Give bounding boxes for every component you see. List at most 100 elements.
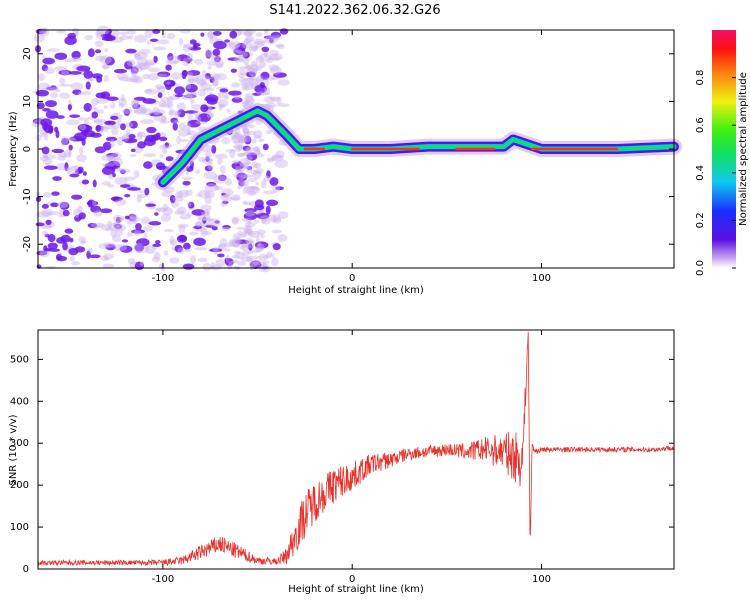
noise-blob <box>62 209 70 217</box>
noise-blob <box>269 253 275 259</box>
noise-blob <box>250 81 256 89</box>
noise-blob <box>193 225 202 230</box>
noise-blob <box>202 217 215 222</box>
noise-blob <box>129 120 138 129</box>
noise-blob <box>166 32 176 40</box>
noise-blob <box>76 65 91 72</box>
noise-blob <box>51 191 60 196</box>
noise-blob <box>242 151 251 156</box>
noise-blob <box>258 53 272 62</box>
noise-blob <box>193 58 204 65</box>
noise-blob <box>250 64 259 73</box>
noise-blob <box>101 154 114 161</box>
noise-blob <box>153 115 167 122</box>
noise-blob <box>42 159 53 165</box>
noise-blob <box>142 153 157 158</box>
noise-blob <box>56 30 67 34</box>
noise-blob <box>214 185 219 189</box>
noise-blob <box>237 30 245 35</box>
noise-blob <box>197 88 206 97</box>
noise-blob <box>45 219 52 225</box>
noise-blob <box>120 123 126 131</box>
noise-blob <box>79 124 93 132</box>
noise-blob <box>77 166 84 174</box>
noise-blob <box>242 57 250 65</box>
noise-blob <box>254 149 260 156</box>
snr-ylabel: SNR (10 * v/v) <box>8 414 19 485</box>
noise-blob <box>146 40 152 45</box>
noise-blob <box>94 146 107 154</box>
noise-blob <box>214 58 225 68</box>
noise-blob <box>107 184 115 188</box>
noise-blob <box>252 130 263 139</box>
noise-blob <box>51 148 64 154</box>
noise-blob <box>223 193 229 198</box>
noise-blob <box>246 152 258 161</box>
noise-blob <box>114 223 123 229</box>
noise-blob <box>155 207 167 213</box>
noise-blob <box>176 135 182 145</box>
noise-blob <box>263 35 277 40</box>
noise-blob <box>56 115 65 119</box>
snr-ytick-label: 100 <box>10 522 29 533</box>
noise-blob <box>239 244 250 251</box>
noise-blob <box>209 248 223 253</box>
noise-blob <box>277 79 290 86</box>
noise-blob <box>89 132 102 138</box>
noise-blob <box>259 82 265 89</box>
noise-blob <box>276 43 285 50</box>
noise-blob <box>207 218 222 228</box>
noise-blob <box>137 193 149 199</box>
noise-blob <box>41 55 47 59</box>
noise-blob <box>87 247 93 254</box>
noise-blob <box>266 58 273 64</box>
noise-blob <box>115 227 124 236</box>
noise-blob <box>35 222 45 227</box>
noise-blob <box>231 162 244 170</box>
noise-blob <box>171 72 182 80</box>
spectrogram-ytick-label: -10 <box>22 188 33 204</box>
noise-blob <box>186 123 192 132</box>
noise-blob <box>256 229 266 235</box>
noise-blob <box>233 239 242 245</box>
noise-blob <box>115 167 123 172</box>
noise-blob <box>81 179 90 185</box>
noise-blob <box>82 171 87 176</box>
noise-blob <box>100 224 112 231</box>
noise-blob <box>241 100 246 105</box>
noise-blob <box>133 229 142 237</box>
noise-blob <box>147 67 160 73</box>
noise-blob <box>177 189 189 198</box>
noise-blob <box>91 97 99 107</box>
noise-blob <box>221 192 227 196</box>
noise-blob <box>112 221 122 229</box>
noise-blob <box>114 224 127 231</box>
noise-blob <box>225 178 233 186</box>
noise-blob <box>217 253 225 258</box>
noise-blob <box>158 100 167 108</box>
snr-xlabel: Height of straight line (km) <box>288 584 424 595</box>
noise-blob <box>45 100 57 108</box>
noise-blob <box>118 168 131 174</box>
noise-blob <box>110 196 123 202</box>
noise-blob <box>153 55 158 63</box>
noise-blob <box>211 226 218 231</box>
noise-blob <box>243 130 250 137</box>
noise-blob <box>245 148 252 154</box>
noise-blob <box>78 235 87 244</box>
noise-blob <box>235 239 250 245</box>
noise-blob <box>201 157 214 164</box>
noise-blob <box>214 55 221 63</box>
noise-blob <box>95 124 101 132</box>
noise-blob <box>146 61 156 66</box>
noise-blob <box>101 36 116 42</box>
noise-blob <box>233 41 241 47</box>
noise-blob <box>106 220 113 227</box>
noise-blob <box>192 76 199 83</box>
noise-blob <box>246 64 253 71</box>
noise-blob <box>243 135 252 145</box>
noise-blob <box>261 46 270 53</box>
noise-blob <box>247 232 255 236</box>
noise-blob <box>255 32 263 37</box>
